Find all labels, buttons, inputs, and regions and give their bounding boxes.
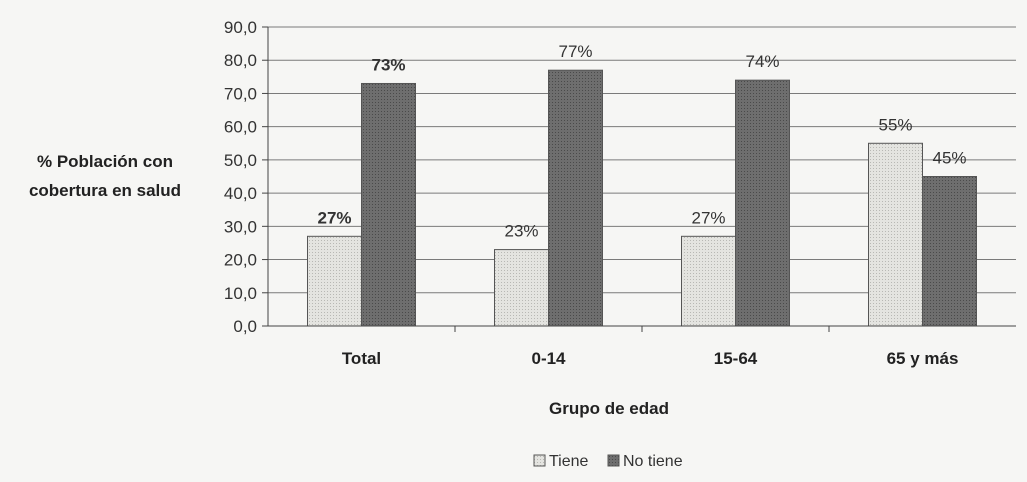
- y-axis-ticks: 0,0 10,0 20,0 30,0 40,0 50,0 60,0 70,0 80,0 90,0: [224, 18, 268, 336]
- x-category-label: 0-14: [531, 349, 566, 368]
- data-labels: 27% 73% 23% 77% 27% 74% 55% 45%: [317, 42, 966, 240]
- y-axis-title-line-1: % Población con: [37, 152, 173, 171]
- x-axis-categories: Total 0-14 15-64 65 y más: [342, 326, 959, 368]
- bar-no-tiene: [361, 82, 416, 327]
- y-tick-label: 10,0: [224, 284, 257, 303]
- y-tick-label: 80,0: [224, 51, 257, 70]
- bar-tiene: [868, 142, 923, 327]
- bar-no-tiene: [922, 176, 977, 327]
- legend-swatch-no-tiene: [607, 454, 620, 467]
- data-label: 55%: [878, 115, 912, 134]
- bar-tiene: [681, 235, 736, 327]
- x-category-label: 65 y más: [887, 349, 959, 368]
- bar-no-tiene: [735, 79, 790, 327]
- data-label: 27%: [317, 208, 351, 227]
- bar-tiene: [494, 249, 549, 327]
- y-tick-label: 0,0: [233, 317, 257, 336]
- y-tick-label: 60,0: [224, 118, 257, 137]
- y-tick-label: 50,0: [224, 151, 257, 170]
- legend-swatch-tiene: [533, 454, 546, 467]
- y-tick-label: 90,0: [224, 18, 257, 37]
- y-axis-title-line-2: cobertura en salud: [29, 181, 181, 200]
- x-category-label: Total: [342, 349, 381, 368]
- data-label: 27%: [691, 208, 725, 227]
- legend-label-no-tiene: No tiene: [623, 453, 683, 470]
- legend: Tiene No tiene: [533, 453, 683, 470]
- x-category-label: 15-64: [714, 349, 758, 368]
- y-tick-label: 40,0: [224, 184, 257, 203]
- y-tick-label: 70,0: [224, 84, 257, 103]
- data-label: 45%: [932, 149, 966, 168]
- bars: [307, 69, 977, 327]
- data-label: 77%: [558, 42, 592, 61]
- data-label: 74%: [745, 52, 779, 71]
- legend-label-tiene: Tiene: [549, 453, 589, 470]
- data-label: 23%: [504, 222, 538, 241]
- x-axis-title: Grupo de edad: [549, 399, 669, 418]
- data-label: 73%: [371, 55, 405, 74]
- bar-no-tiene: [548, 69, 603, 327]
- bar-tiene: [307, 235, 362, 327]
- y-tick-label: 20,0: [224, 251, 257, 270]
- y-tick-label: 30,0: [224, 217, 257, 236]
